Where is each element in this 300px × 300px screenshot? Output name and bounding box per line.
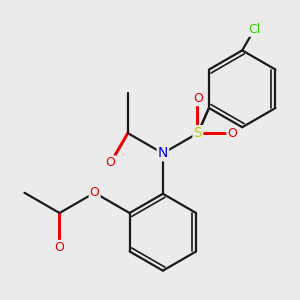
- Text: O: O: [90, 186, 100, 199]
- Text: O: O: [55, 241, 64, 254]
- Text: S: S: [194, 126, 202, 140]
- Text: Cl: Cl: [248, 23, 260, 36]
- Text: O: O: [193, 92, 203, 105]
- Text: O: O: [227, 127, 237, 140]
- Text: N: N: [158, 146, 168, 160]
- Text: O: O: [106, 156, 116, 170]
